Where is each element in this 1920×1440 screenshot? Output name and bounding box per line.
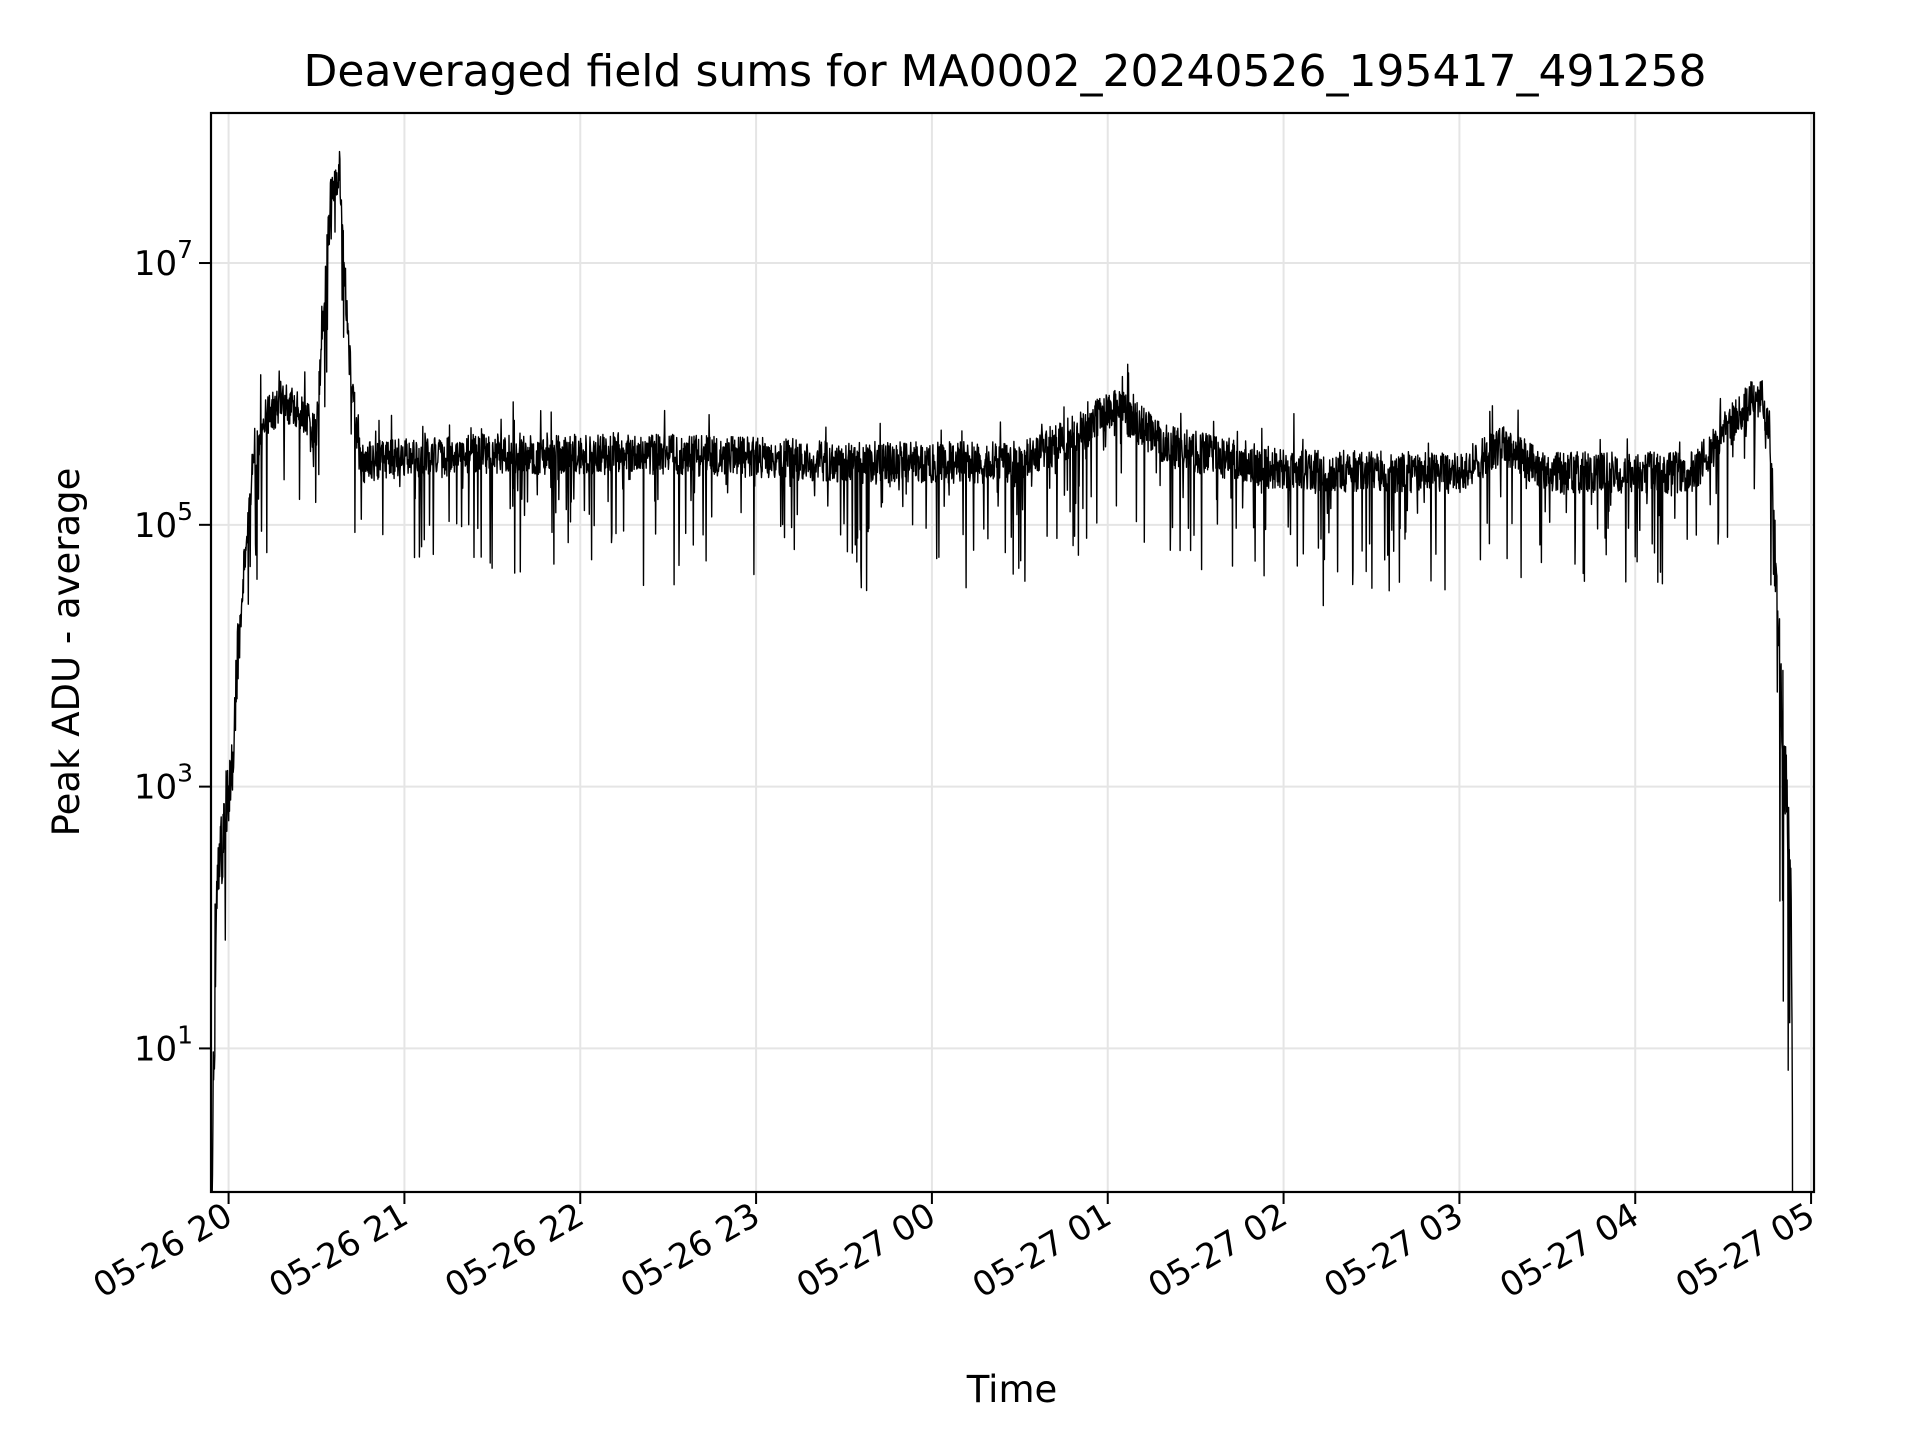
chart-title: Deaveraged field sums for MA0002_2024052… xyxy=(304,46,1707,97)
y-axis-label: Peak ADU - average xyxy=(45,468,88,837)
x-grid xyxy=(227,113,1813,1192)
y-tick-label: 103 xyxy=(134,759,193,808)
y-tick-label: 105 xyxy=(134,497,193,546)
y-tick-label: 101 xyxy=(134,1020,193,1069)
series-line-group xyxy=(211,150,1794,1192)
plot-frame xyxy=(209,111,1816,1194)
series-line xyxy=(211,150,1794,1192)
y-axis-ticks: 101 103 105 107 xyxy=(134,235,211,1069)
x-axis-label: Time xyxy=(966,1368,1058,1411)
y-tick-label: 107 xyxy=(134,235,193,284)
